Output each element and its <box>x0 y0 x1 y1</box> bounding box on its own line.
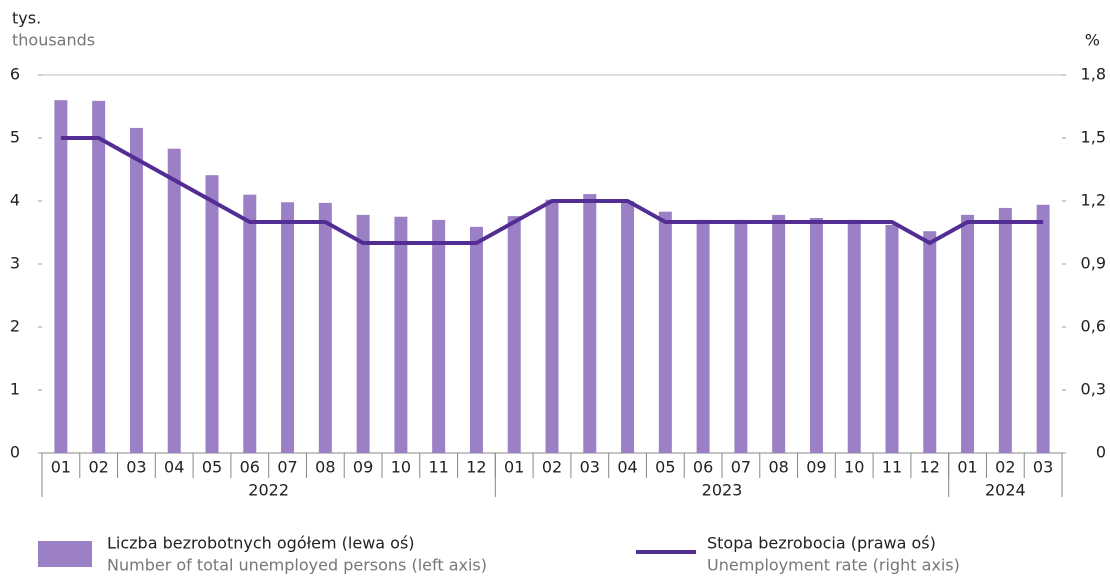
x-tick-label: 09 <box>806 458 826 477</box>
bar <box>545 199 559 453</box>
y2-tick-label: 0,6 <box>1081 317 1106 336</box>
bar <box>621 201 635 453</box>
bar <box>432 219 446 453</box>
x-tick-label: 10 <box>844 458 864 477</box>
x-tick-label: 02 <box>995 458 1015 477</box>
x-tick-label: 12 <box>466 458 486 477</box>
bar <box>281 202 295 453</box>
x-tick-label: 08 <box>315 458 335 477</box>
y2-unit: % <box>1085 31 1100 50</box>
x-tick-label: 10 <box>391 458 411 477</box>
x-tick-label: 01 <box>957 458 977 477</box>
x-tick-label: 05 <box>655 458 675 477</box>
legend-label: Liczba bezrobotnych ogółem (lewa oś) <box>107 534 415 553</box>
year-label: 2024 <box>985 481 1026 500</box>
x-tick-label: 09 <box>353 458 373 477</box>
x-tick-label: 04 <box>164 458 184 477</box>
x-tick-label: 07 <box>277 458 297 477</box>
y-tick-label: 2 <box>10 317 20 336</box>
bar <box>885 224 899 453</box>
x-tick-label: 11 <box>882 458 902 477</box>
bar <box>961 214 975 453</box>
x-tick-label: 01 <box>51 458 71 477</box>
bar <box>998 207 1012 453</box>
x-tick-label: 01 <box>504 458 524 477</box>
x-tick-label: 07 <box>731 458 751 477</box>
y-unit-en: thousands <box>12 31 95 50</box>
x-tick-label: 03 <box>126 458 146 477</box>
legend-label: Stopa bezrobocia (prawa oś) <box>707 534 936 553</box>
y2-tick-label: 0,9 <box>1081 254 1106 273</box>
bar <box>243 194 257 453</box>
bar <box>734 219 748 453</box>
bar <box>1036 204 1050 453</box>
bar <box>394 216 408 453</box>
y-tick-label: 0 <box>10 443 20 462</box>
x-tick-label: 03 <box>580 458 600 477</box>
y-tick-label: 5 <box>10 128 20 147</box>
bar <box>923 231 937 453</box>
bar <box>809 218 823 453</box>
y2-tick-label: 1,2 <box>1081 191 1106 210</box>
x-tick-label: 11 <box>428 458 448 477</box>
x-tick-label: 02 <box>542 458 562 477</box>
y2-tick-label: 0,3 <box>1081 380 1106 399</box>
year-label: 2023 <box>702 481 743 500</box>
bar <box>772 214 786 453</box>
bar <box>205 175 219 454</box>
x-tick-label: 04 <box>617 458 637 477</box>
y-tick-label: 6 <box>10 65 20 84</box>
bar <box>167 148 181 453</box>
bar <box>583 194 597 453</box>
bar <box>356 214 370 453</box>
y2-tick-label: 0 <box>1096 443 1106 462</box>
y-tick-label: 4 <box>10 191 20 210</box>
bar <box>696 219 710 453</box>
line <box>60 136 1044 245</box>
x-tick-label: 05 <box>202 458 222 477</box>
legend-swatch <box>38 541 92 567</box>
bar <box>318 202 332 453</box>
x-tick-label: 02 <box>88 458 108 477</box>
legend-label-en: Unemployment rate (right axis) <box>707 556 960 575</box>
x-tick-label: 08 <box>768 458 788 477</box>
y-tick-label: 3 <box>10 254 20 273</box>
y-unit: tys. <box>12 9 41 28</box>
y2-tick-label: 1,8 <box>1081 65 1106 84</box>
bar <box>847 219 861 453</box>
x-tick-label: 06 <box>693 458 713 477</box>
x-tick-label: 03 <box>1033 458 1053 477</box>
legend-label-en: Number of total unemployed persons (left… <box>107 556 487 575</box>
bar <box>507 216 521 453</box>
bar <box>129 127 143 454</box>
bar <box>658 211 672 453</box>
year-label: 2022 <box>248 481 289 500</box>
x-tick-label: 06 <box>240 458 260 477</box>
y2-tick-label: 1,5 <box>1081 128 1106 147</box>
bar <box>54 100 68 453</box>
x-tick-label: 12 <box>920 458 940 477</box>
bar <box>92 100 106 453</box>
bar <box>469 226 483 453</box>
y-tick-label: 1 <box>10 380 20 399</box>
